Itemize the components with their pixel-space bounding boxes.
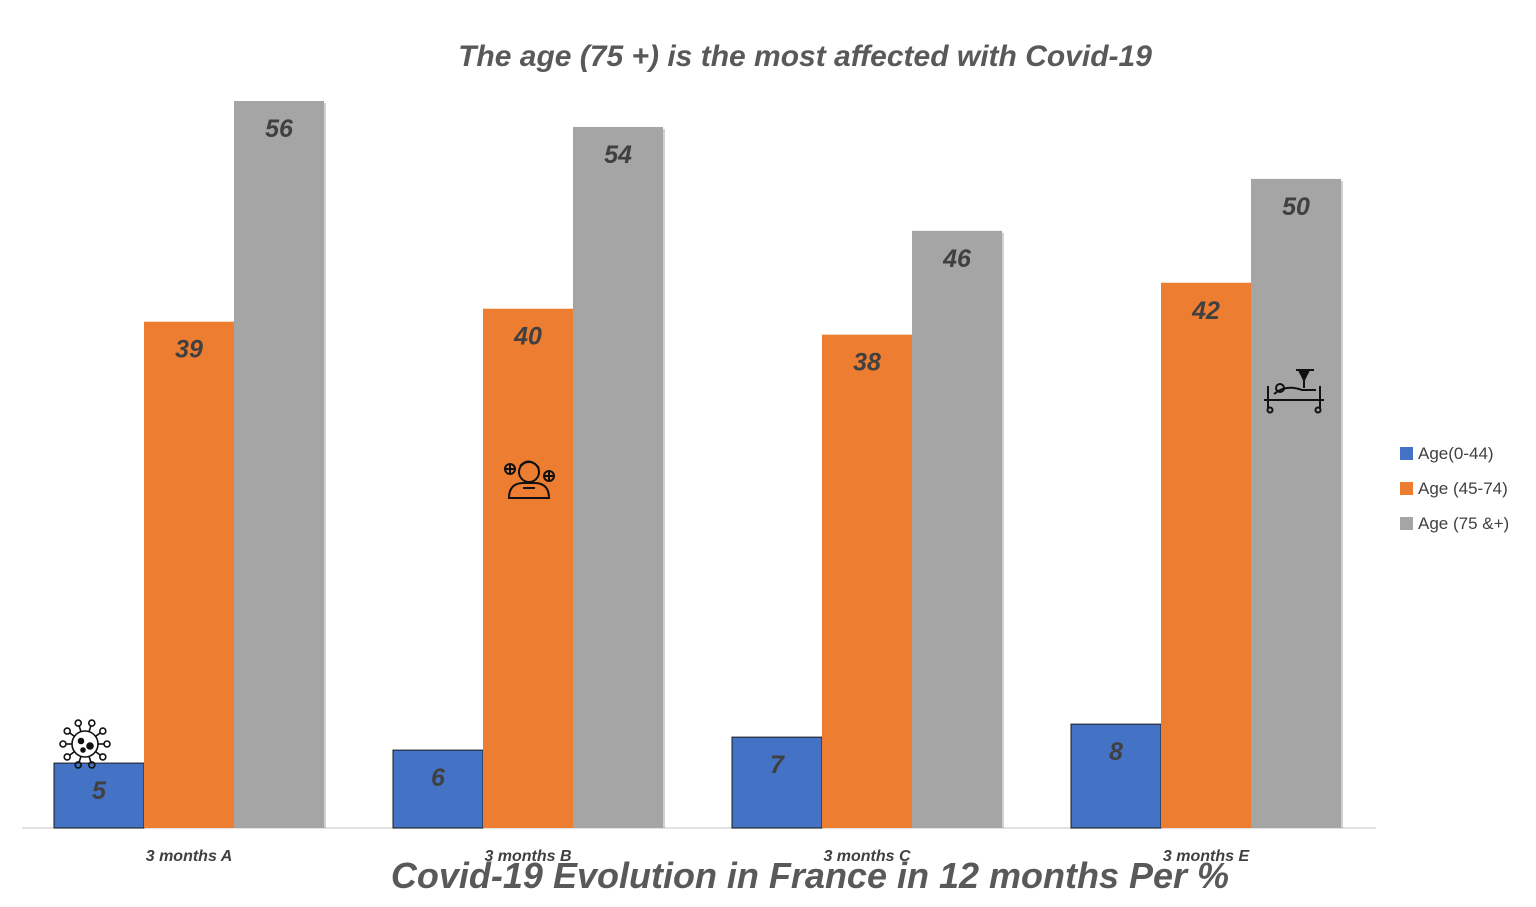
data-label-s2-c2: 46 (942, 245, 972, 273)
bar-s2-c2 (912, 230, 1002, 829)
bar-s0-c2 (731, 736, 823, 829)
x-tick-label-1: 3 months B (484, 848, 571, 865)
bar-s1-c3 (1161, 282, 1251, 828)
data-label-s1-c2: 38 (853, 349, 881, 377)
legend-item-0: Age(0-44) (1400, 436, 1509, 471)
data-label-s0-c1: 6 (431, 764, 446, 792)
data-label-s2-c1: 54 (604, 141, 632, 169)
bar-s1-c0 (144, 321, 234, 828)
hospital-bed-icon (1264, 369, 1324, 414)
chart-title: The age (75 +) is the most affected with… (458, 40, 1152, 73)
data-label-s2-c3: 50 (1282, 193, 1310, 221)
data-label-s2-c0: 56 (265, 115, 294, 143)
data-label-s0-c0: 5 (92, 777, 107, 805)
x-tick-label-0: 3 months A (146, 848, 233, 865)
legend: Age(0-44) Age (45-74) Age (75 &+) (1400, 436, 1509, 541)
x-axis-title: Covid-19 Evolution in France in 12 month… (390, 855, 1230, 896)
x-tick-label-2: 3 months C (823, 848, 911, 865)
legend-swatch-1 (1400, 482, 1413, 495)
legend-item-1: Age (45-74) (1400, 471, 1509, 506)
legend-swatch-2 (1400, 517, 1413, 530)
data-label-s1-c1: 40 (513, 323, 542, 351)
bar-s1-c1 (483, 308, 573, 828)
bar-s0-c0 (53, 762, 145, 829)
data-label-s1-c3: 42 (1191, 297, 1220, 325)
bars (53, 101, 1343, 829)
bar-s0-c1 (392, 749, 484, 829)
x-tick-label-3: 3 months E (1163, 848, 1251, 865)
bar-s2-c1 (573, 126, 663, 828)
legend-label-2: Age (75 &+) (1418, 513, 1510, 533)
legend-label-1: Age (45-74) (1418, 478, 1508, 498)
legend-item-2: Age (75 &+) (1400, 506, 1509, 541)
bar-s2-c3 (1251, 178, 1341, 829)
virus-icon (59, 719, 111, 769)
bar-s2-c0 (234, 101, 324, 828)
data-label-s0-c3: 8 (1109, 738, 1123, 766)
data-label-s0-c2: 7 (770, 751, 785, 779)
sick-person-icon (504, 460, 555, 499)
data-label-s1-c0: 39 (175, 336, 203, 364)
legend-swatch-0 (1400, 447, 1413, 460)
legend-label-0: Age(0-44) (1418, 443, 1494, 463)
bar-s1-c2 (822, 334, 912, 828)
